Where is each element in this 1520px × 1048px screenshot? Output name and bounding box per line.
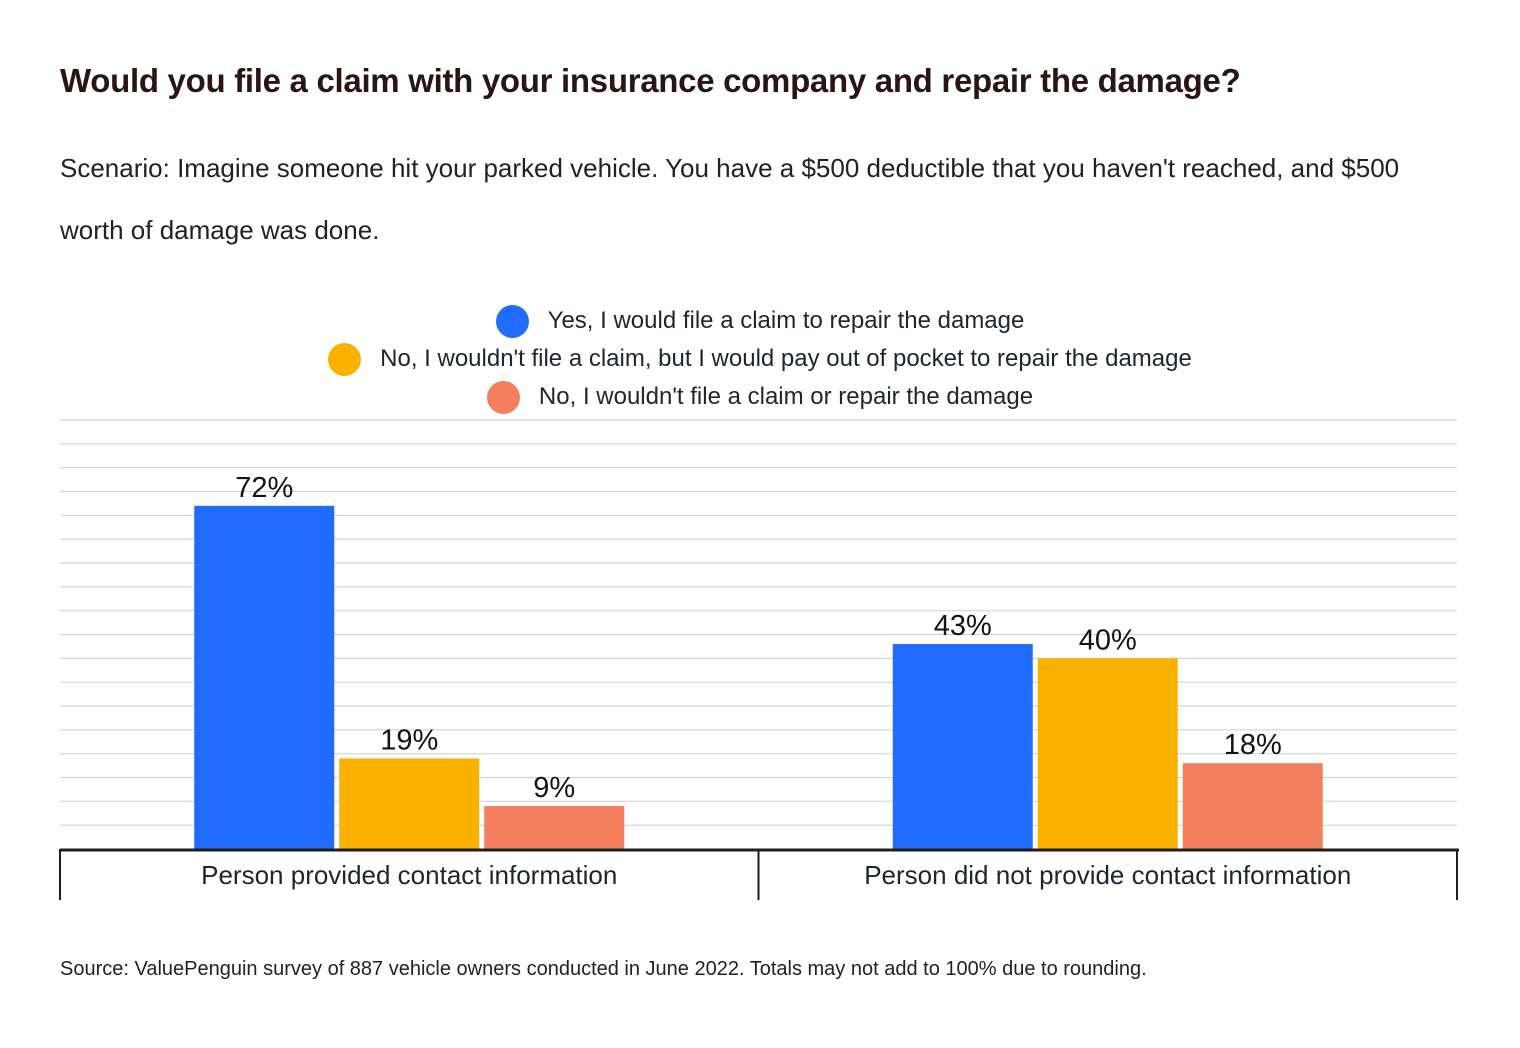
bar bbox=[339, 758, 480, 849]
data-label: 40% bbox=[1079, 624, 1137, 656]
bar bbox=[892, 644, 1033, 849]
legend-marker-yes bbox=[495, 304, 529, 338]
legend-item-pay-out-of-pocket: No, I wouldn't file a claim, but I would… bbox=[328, 340, 1192, 378]
legend-item-yes: Yes, I would file a claim to repair the … bbox=[495, 302, 1025, 340]
bar bbox=[1037, 658, 1178, 849]
category-label: Person did not provide contact informati… bbox=[864, 860, 1351, 890]
source-note: Source: ValuePenguin survey of 887 vehic… bbox=[60, 958, 1147, 980]
legend-marker-pay-out-of-pocket bbox=[328, 342, 362, 376]
data-label: 18% bbox=[1224, 729, 1282, 761]
bar bbox=[1182, 763, 1323, 849]
legend-marker-no-repair bbox=[486, 380, 520, 414]
bar bbox=[194, 505, 335, 849]
bar bbox=[484, 806, 625, 849]
chart-title: Would you file a claim with your insuran… bbox=[60, 62, 1241, 99]
legend-label-no-repair: No, I wouldn't file a claim or repair th… bbox=[538, 383, 1034, 410]
data-label: 9% bbox=[533, 772, 575, 804]
legend-label-yes: Yes, I would file a claim to repair the … bbox=[547, 307, 1025, 334]
data-label: 19% bbox=[380, 724, 438, 756]
legend: Yes, I would file a claim to repair the … bbox=[0, 302, 1520, 416]
category-label: Person provided contact information bbox=[201, 860, 617, 890]
legend-item-no-repair: No, I wouldn't file a claim or repair th… bbox=[486, 378, 1034, 416]
legend-label-pay-out-of-pocket: No, I wouldn't file a claim, but I would… bbox=[380, 345, 1192, 372]
chart-subtitle: Scenario: Imagine someone hit your parke… bbox=[60, 153, 1400, 245]
data-label: 43% bbox=[934, 610, 992, 642]
data-label: 72% bbox=[235, 472, 293, 504]
